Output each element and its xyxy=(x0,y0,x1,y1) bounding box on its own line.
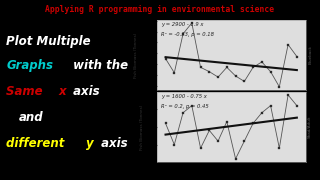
Text: R² = 0.2, p = 0.45: R² = 0.2, p = 0.45 xyxy=(161,104,209,109)
Text: Plot Multiple: Plot Multiple xyxy=(6,35,91,48)
Text: axis: axis xyxy=(69,85,100,98)
Text: different: different xyxy=(6,137,69,150)
Text: x: x xyxy=(58,85,66,98)
Text: Applying R programming in environmental science: Applying R programming in environmental … xyxy=(45,5,275,14)
Text: Blueback: Blueback xyxy=(308,46,312,64)
Text: y = 2900 - 1.9 x: y = 2900 - 1.9 x xyxy=(161,22,204,27)
Text: Same: Same xyxy=(6,85,47,98)
Text: axis: axis xyxy=(97,137,128,150)
Text: Graphs: Graphs xyxy=(6,59,53,72)
Y-axis label: Fish Biomass (Tonnes): Fish Biomass (Tonnes) xyxy=(140,104,144,150)
Text: with the: with the xyxy=(69,59,128,72)
Text: y: y xyxy=(86,137,94,150)
Text: and: and xyxy=(19,111,44,124)
Text: y = 1600 - 0.75 x: y = 1600 - 0.75 x xyxy=(161,94,207,99)
X-axis label: year: year xyxy=(226,179,237,180)
Y-axis label: Fish Biomass (Tonnes): Fish Biomass (Tonnes) xyxy=(134,32,138,78)
Text: Shad/Adult: Shad/Adult xyxy=(308,116,312,138)
Text: R² = -0.33, p = 0.18: R² = -0.33, p = 0.18 xyxy=(161,32,214,37)
